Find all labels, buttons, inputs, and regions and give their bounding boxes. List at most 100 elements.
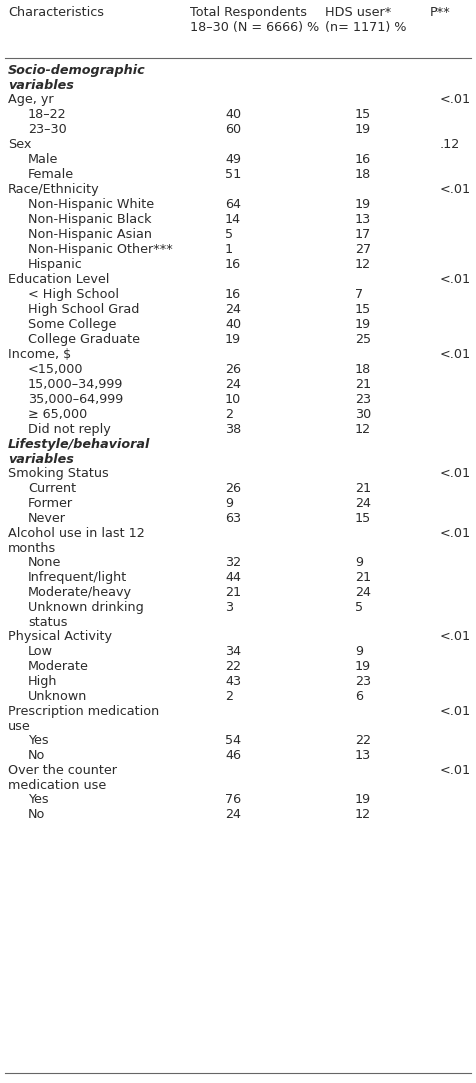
Text: 46: 46 (225, 749, 241, 762)
Text: Male: Male (28, 153, 59, 166)
Text: Income, $: Income, $ (8, 348, 71, 361)
Text: 9: 9 (355, 645, 363, 658)
Text: 64: 64 (225, 198, 241, 211)
Text: Over the counter: Over the counter (8, 764, 117, 777)
Text: Did not reply: Did not reply (28, 423, 111, 436)
Text: 22: 22 (225, 660, 241, 673)
Text: months: months (8, 542, 56, 554)
Text: Yes: Yes (28, 793, 49, 806)
Text: 2: 2 (225, 408, 233, 421)
Text: 34: 34 (225, 645, 241, 658)
Text: 30: 30 (355, 408, 371, 421)
Text: status: status (28, 616, 68, 629)
Text: variables: variables (8, 453, 74, 466)
Text: Total Respondents: Total Respondents (190, 6, 307, 19)
Text: Infrequent/light: Infrequent/light (28, 571, 127, 584)
Text: 15: 15 (355, 108, 371, 121)
Text: <.01: <.01 (440, 630, 471, 643)
Text: 5: 5 (355, 601, 363, 614)
Text: 15: 15 (355, 303, 371, 316)
Text: 18: 18 (355, 168, 371, 181)
Text: No: No (28, 808, 45, 821)
Text: <.01: <.01 (440, 93, 471, 106)
Text: 19: 19 (355, 198, 371, 211)
Text: 23: 23 (355, 675, 371, 688)
Text: 60: 60 (225, 123, 241, 136)
Text: 54: 54 (225, 734, 241, 747)
Text: 15,000–34,999: 15,000–34,999 (28, 378, 123, 391)
Text: Former: Former (28, 497, 73, 510)
Text: 16: 16 (355, 153, 371, 166)
Text: Never: Never (28, 512, 66, 525)
Text: P**: P** (430, 6, 451, 19)
Text: Non-Hispanic Black: Non-Hispanic Black (28, 213, 151, 226)
Text: 10: 10 (225, 393, 241, 406)
Text: Unknown drinking: Unknown drinking (28, 601, 144, 614)
Text: Some College: Some College (28, 318, 116, 331)
Text: 21: 21 (355, 482, 371, 495)
Text: Characteristics: Characteristics (8, 6, 104, 19)
Text: High: High (28, 675, 58, 688)
Text: 19: 19 (355, 660, 371, 673)
Text: Race/Ethnicity: Race/Ethnicity (8, 183, 99, 196)
Text: 7: 7 (355, 288, 363, 301)
Text: None: None (28, 556, 61, 569)
Text: 22: 22 (355, 734, 371, 747)
Text: Physical Activity: Physical Activity (8, 630, 112, 643)
Text: 23–30: 23–30 (28, 123, 67, 136)
Text: variables: variables (8, 79, 74, 92)
Text: 9: 9 (225, 497, 233, 510)
Text: 38: 38 (225, 423, 241, 436)
Text: Smoking Status: Smoking Status (8, 467, 109, 480)
Text: <.01: <.01 (440, 527, 471, 540)
Text: Prescription medication: Prescription medication (8, 705, 159, 718)
Text: medication use: medication use (8, 779, 106, 792)
Text: 16: 16 (225, 288, 241, 301)
Text: 24: 24 (355, 586, 371, 599)
Text: 27: 27 (355, 243, 371, 256)
Text: 18: 18 (355, 363, 371, 376)
Text: 21: 21 (355, 571, 371, 584)
Text: 24: 24 (355, 497, 371, 510)
Text: Age, yr: Age, yr (8, 93, 54, 106)
Text: <.01: <.01 (440, 273, 471, 286)
Text: 19: 19 (355, 318, 371, 331)
Text: Non-Hispanic Other***: Non-Hispanic Other*** (28, 243, 173, 256)
Text: 23: 23 (355, 393, 371, 406)
Text: 25: 25 (355, 332, 371, 345)
Text: 26: 26 (225, 363, 241, 376)
Text: 24: 24 (225, 378, 241, 391)
Text: 21: 21 (355, 378, 371, 391)
Text: 3: 3 (225, 601, 233, 614)
Text: Sex: Sex (8, 138, 31, 151)
Text: 24: 24 (225, 808, 241, 821)
Text: 12: 12 (355, 423, 371, 436)
Text: 15: 15 (355, 512, 371, 525)
Text: 26: 26 (225, 482, 241, 495)
Text: High School Grad: High School Grad (28, 303, 139, 316)
Text: 9: 9 (355, 556, 363, 569)
Text: 49: 49 (225, 153, 241, 166)
Text: 12: 12 (355, 258, 371, 271)
Text: (n= 1171) %: (n= 1171) % (325, 21, 407, 34)
Text: 63: 63 (225, 512, 241, 525)
Text: 21: 21 (225, 586, 241, 599)
Text: No: No (28, 749, 45, 762)
Text: Low: Low (28, 645, 53, 658)
Text: <.01: <.01 (440, 467, 471, 480)
Text: Yes: Yes (28, 734, 49, 747)
Text: 6: 6 (355, 690, 363, 703)
Text: < High School: < High School (28, 288, 119, 301)
Text: 1: 1 (225, 243, 233, 256)
Text: Non-Hispanic White: Non-Hispanic White (28, 198, 154, 211)
Text: Lifestyle/behavioral: Lifestyle/behavioral (8, 438, 150, 451)
Text: 14: 14 (225, 213, 241, 226)
Text: 2: 2 (225, 690, 233, 703)
Text: 18–22: 18–22 (28, 108, 67, 121)
Text: Female: Female (28, 168, 74, 181)
Text: 51: 51 (225, 168, 241, 181)
Text: 19: 19 (355, 793, 371, 806)
Text: Current: Current (28, 482, 76, 495)
Text: <.01: <.01 (440, 183, 471, 196)
Text: Unknown: Unknown (28, 690, 88, 703)
